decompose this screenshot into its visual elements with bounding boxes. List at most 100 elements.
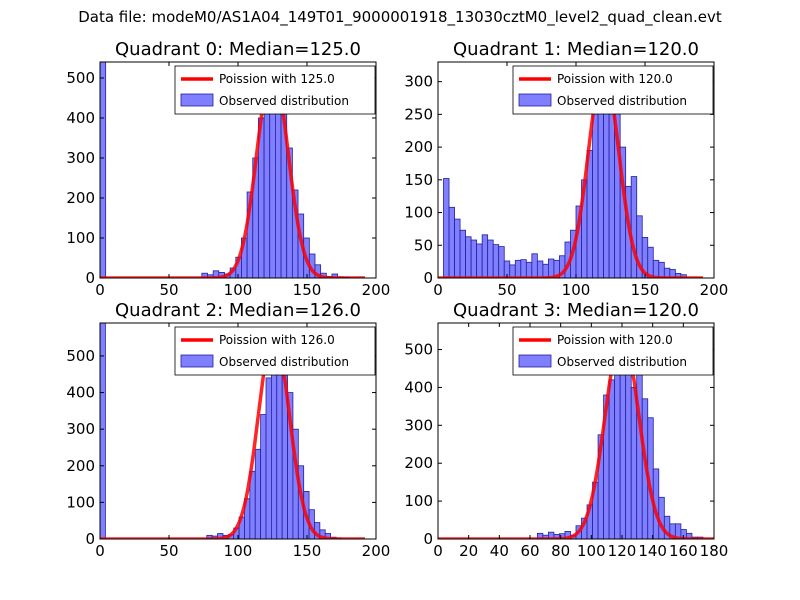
- histogram-bar: [686, 532, 693, 539]
- y-tick-label: 400: [404, 378, 433, 396]
- x-tick-label: 100: [577, 542, 606, 560]
- axes-frame: [437, 322, 715, 540]
- x-tick-label: 200: [362, 542, 391, 560]
- x-tick-label: 180: [700, 542, 729, 560]
- y-tick-label: 400: [66, 109, 95, 127]
- histogram-bar: [443, 178, 450, 278]
- y-tick-label: 100: [404, 492, 433, 510]
- histogram-bar: [270, 351, 278, 539]
- panel-title: Quadrant 2: Median=126.0: [115, 300, 361, 321]
- y-tick-label: 200: [404, 454, 433, 472]
- y-tick-label: 0: [423, 530, 433, 548]
- histogram-bar: [487, 239, 494, 278]
- legend: Poission with 120.0 Observed distribution: [512, 326, 714, 376]
- y-tick-label: 0: [85, 530, 95, 548]
- legend-observed-swatch: [518, 354, 552, 368]
- x-tick-label: 150: [631, 281, 660, 299]
- panel-title: Quadrant 3: Median=120.0: [453, 300, 699, 321]
- y-tick-label: 500: [404, 341, 433, 359]
- y-tick-label: 400: [66, 384, 95, 402]
- legend-poisson-label: Poission with 125.0: [219, 72, 335, 86]
- histogram-bar: [100, 62, 107, 278]
- histogram-bar: [531, 253, 538, 278]
- histogram-bar: [509, 264, 516, 278]
- histogram-bar: [652, 259, 660, 278]
- histogram-bar: [625, 371, 632, 539]
- legend: Poission with 120.0 Observed distribution: [512, 65, 714, 115]
- x-tick-label: 40: [490, 542, 509, 560]
- legend: Poission with 125.0 Observed distribution: [174, 65, 376, 115]
- histogram-bar: [542, 263, 549, 278]
- subplot-quadrant-0: Quadrant 0: Median=125.0 0 50 100 150 200 0 100…: [66, 39, 390, 299]
- x-tick-label: 50: [159, 281, 178, 299]
- legend-poisson-label: Poission with 120.0: [557, 333, 673, 347]
- subplot-quadrant-3: Quadrant 3: Median=120.00 20 40 60 80 100 120 1…: [404, 300, 729, 560]
- legend-observed-swatch: [180, 354, 214, 368]
- x-tick-label: 200: [700, 281, 729, 299]
- y-tick-label: 0: [423, 269, 433, 287]
- y-tick-label: 500: [66, 347, 95, 365]
- histogram-bar: [481, 234, 489, 278]
- y-tick-label: 50: [414, 236, 433, 254]
- histogram-bar: [465, 236, 472, 278]
- histogram-bar: [520, 259, 527, 278]
- histogram-bar: [492, 244, 500, 278]
- legend-observed-label: Observed distribution: [219, 355, 349, 369]
- histogram-bar: [100, 323, 106, 539]
- x-tick-label: 100: [562, 281, 591, 299]
- x-tick-label: 50: [159, 542, 178, 560]
- histogram-bar: [608, 379, 616, 539]
- histogram-bar: [459, 229, 466, 278]
- histogram-bar: [525, 261, 533, 278]
- x-tick-label: 140: [638, 542, 667, 560]
- legend-observed-swatch: [518, 93, 552, 107]
- y-tick-label: 100: [404, 204, 433, 222]
- histogram-bar: [448, 206, 455, 278]
- histogram-bar: [658, 261, 665, 278]
- x-tick-label: 0: [433, 542, 443, 560]
- x-tick-label: 200: [362, 281, 391, 299]
- y-tick-label: 150: [404, 171, 433, 189]
- subplot-quadrant-2: Quadrant 2: Median=126.0 0 50 100 150 200 0 100…: [66, 300, 390, 560]
- x-tick-label: 160: [669, 542, 698, 560]
- histogram-bar: [630, 176, 638, 278]
- figure-title: Data file: modeM0/AS1A04_149T01_90000019…: [78, 8, 722, 26]
- histogram-bar: [476, 243, 483, 278]
- x-tick-label: 150: [293, 281, 322, 299]
- x-tick-label: 0: [95, 542, 105, 560]
- y-tick-label: 250: [404, 105, 433, 123]
- histogram-bar: [548, 258, 555, 278]
- histogram-bar: [324, 533, 331, 539]
- y-tick-label: 300: [66, 420, 95, 438]
- legend-observed-label: Observed distribution: [219, 94, 349, 108]
- histogram-bar: [265, 377, 272, 539]
- x-tick-label: 50: [497, 281, 516, 299]
- panel-title: Quadrant 1: Median=120.0: [453, 39, 699, 60]
- y-tick-label: 300: [66, 149, 95, 167]
- histogram-bar: [254, 448, 262, 539]
- histogram-bar: [647, 246, 654, 278]
- legend-poisson-label: Poission with 126.0: [219, 333, 335, 347]
- y-tick-label: 100: [66, 229, 95, 247]
- x-tick-label: 20: [459, 542, 478, 560]
- histogram-bar: [454, 218, 461, 278]
- y-tick-label: 200: [66, 457, 95, 475]
- legend: Poission with 126.0 Observed distribution: [174, 326, 376, 376]
- histogram-bar: [630, 387, 638, 539]
- legend-observed-label: Observed distribution: [557, 355, 687, 369]
- poisson-curve: [100, 65, 365, 278]
- poisson-curve: [100, 331, 365, 539]
- x-tick-label: 100: [224, 281, 253, 299]
- histogram-bar: [470, 239, 478, 278]
- histogram-bar: [331, 273, 339, 278]
- panel-title: Quadrant 0: Median=125.0: [115, 39, 361, 60]
- x-tick-label: 150: [293, 542, 322, 560]
- y-tick-label: 100: [66, 493, 95, 511]
- x-tick-label: 0: [433, 281, 443, 299]
- x-tick-label: 120: [608, 542, 637, 560]
- histogram-bar: [498, 246, 505, 278]
- x-tick-label: 100: [224, 542, 253, 560]
- y-tick-label: 200: [66, 189, 95, 207]
- y-tick-label: 0: [85, 269, 95, 287]
